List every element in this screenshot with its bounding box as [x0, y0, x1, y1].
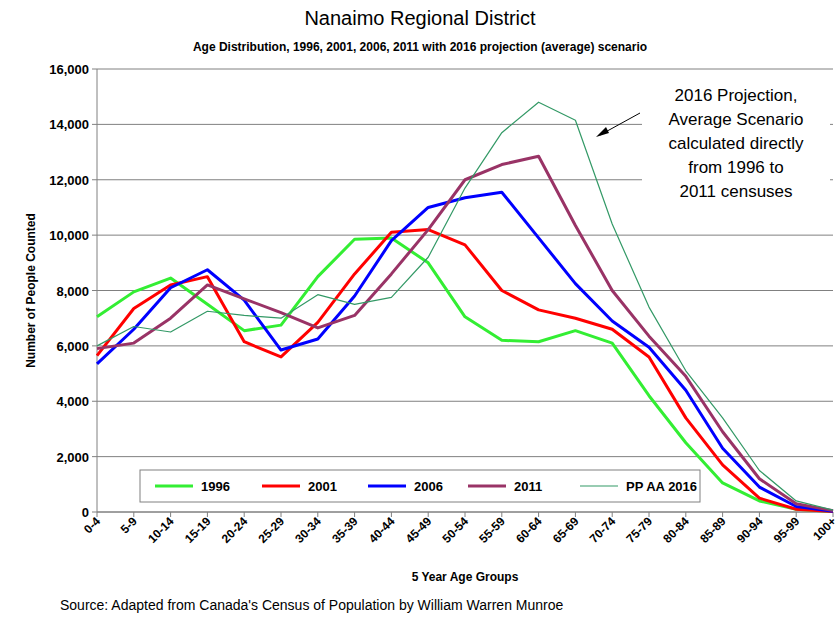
title: Nanaimo Regional District	[304, 7, 536, 29]
x-tick-label: 10-14	[145, 514, 177, 546]
x-tick-label: 55-59	[476, 514, 508, 546]
x-tick-label: 45-49	[403, 514, 435, 546]
plot-area	[97, 102, 833, 511]
x-tick	[391, 512, 392, 517]
annotation-text: from 1996 to	[688, 158, 783, 177]
x-tick	[538, 512, 539, 517]
x-tick	[170, 512, 171, 517]
y-tick-label: 4,000	[56, 394, 89, 409]
x-tick-label: 70-74	[587, 514, 619, 546]
y-tick	[92, 512, 97, 513]
x-axis-title: 5 Year Age Groups	[412, 570, 519, 584]
x-tick	[244, 512, 245, 517]
y-tick	[92, 179, 97, 180]
legend-label: 2011	[514, 479, 542, 494]
y-tick-label: 6,000	[56, 339, 89, 354]
grid-line	[97, 401, 833, 402]
y-tick-label: 2,000	[56, 450, 89, 465]
x-tick	[281, 512, 282, 517]
legend-box	[140, 470, 700, 502]
series-line	[97, 102, 833, 510]
x-tick-label: 35-39	[329, 514, 361, 546]
y-tick	[92, 401, 97, 402]
x-tick	[207, 512, 208, 517]
series-line	[97, 230, 833, 512]
y-tick-label: 14,000	[49, 117, 89, 132]
annotation-text: calculated directly	[668, 134, 804, 153]
x-tick-label: 85-89	[697, 514, 729, 546]
x-tick	[722, 512, 723, 517]
annotation-text: 2016 Projection,	[675, 86, 798, 105]
x-tick-label: 65-69	[550, 514, 582, 546]
x-tick-label: 30-34	[292, 514, 324, 546]
y-tick-label: 0	[82, 505, 89, 520]
grid-line	[97, 345, 833, 346]
legend-swatch	[580, 485, 618, 486]
x-tick-label: 40-44	[366, 514, 398, 546]
annotation: 2016 Projection, Average Scenario calculat…	[596, 78, 830, 202]
x-tick	[612, 512, 613, 517]
x-tick-label: 50-54	[440, 514, 472, 546]
subtitle: Age Distribution, 1996, 2001, 2006, 2011…	[193, 40, 647, 54]
x-tick	[428, 512, 429, 517]
x-tick	[575, 512, 576, 517]
annotation-bg	[642, 78, 830, 202]
x-tick-label: 15-19	[182, 514, 214, 546]
y-tick	[92, 345, 97, 346]
x-tick	[759, 512, 760, 517]
series-line	[97, 156, 833, 510]
grid-line	[97, 235, 833, 236]
y-axis-title: Number of People Counted	[24, 213, 38, 368]
legend-label: 1996	[201, 479, 230, 494]
x-tick	[501, 512, 502, 517]
x-tick	[354, 512, 355, 517]
y-tick	[92, 69, 97, 70]
x-tick	[317, 512, 318, 517]
y-tick	[92, 290, 97, 291]
legend-label: 2006	[414, 479, 443, 494]
x-tick-label: 100+	[810, 514, 839, 543]
legend-label: 2001	[308, 479, 337, 494]
y-axis	[97, 69, 98, 512]
y-tick	[92, 456, 97, 457]
legend-swatch	[368, 485, 406, 488]
y-tick-label: 12,000	[49, 173, 89, 188]
x-tick	[465, 512, 466, 517]
y-tick	[92, 124, 97, 125]
x-tick-label: 5-9	[118, 514, 140, 536]
grid-line	[97, 69, 833, 70]
annotation-text: Average Scenario	[669, 110, 804, 129]
x-tick-label: 75-79	[624, 514, 656, 546]
x-tick-label: 95-99	[771, 514, 803, 546]
x-tick-label: 20-24	[219, 514, 251, 546]
y-tick-label: 16,000	[49, 62, 89, 77]
legend-swatch	[262, 485, 300, 488]
source: Source: Adapted from Canada's Census of …	[60, 597, 564, 613]
y-tick	[92, 235, 97, 236]
x-tick-label: 60-64	[513, 514, 545, 546]
x-tick-label: 80-84	[660, 514, 692, 546]
chart: Nanaimo Regional District Age Distributio…	[0, 0, 840, 619]
x-tick	[97, 512, 98, 517]
series-line	[97, 192, 833, 511]
grid-line	[97, 290, 833, 291]
x-tick	[133, 512, 134, 517]
y-tick-label: 8,000	[56, 284, 89, 299]
legend-swatch	[468, 485, 506, 488]
x-tick	[796, 512, 797, 517]
grid-line	[97, 456, 833, 457]
x-tick	[685, 512, 686, 517]
x-tick	[649, 512, 650, 517]
legend-label: PP AA 2016	[626, 479, 697, 494]
y-tick-label: 10,000	[49, 228, 89, 243]
annotation-text: 2011 censuses	[679, 182, 792, 201]
x-tick-label: 0-4	[81, 514, 103, 536]
x-tick-label: 90-94	[734, 514, 766, 546]
x-tick-label: 25-29	[256, 514, 288, 546]
legend-swatch	[155, 485, 193, 488]
legend: 1996 2001 2006 2011 PP AA 2016	[140, 470, 700, 502]
annotation-arrowhead	[596, 127, 609, 137]
